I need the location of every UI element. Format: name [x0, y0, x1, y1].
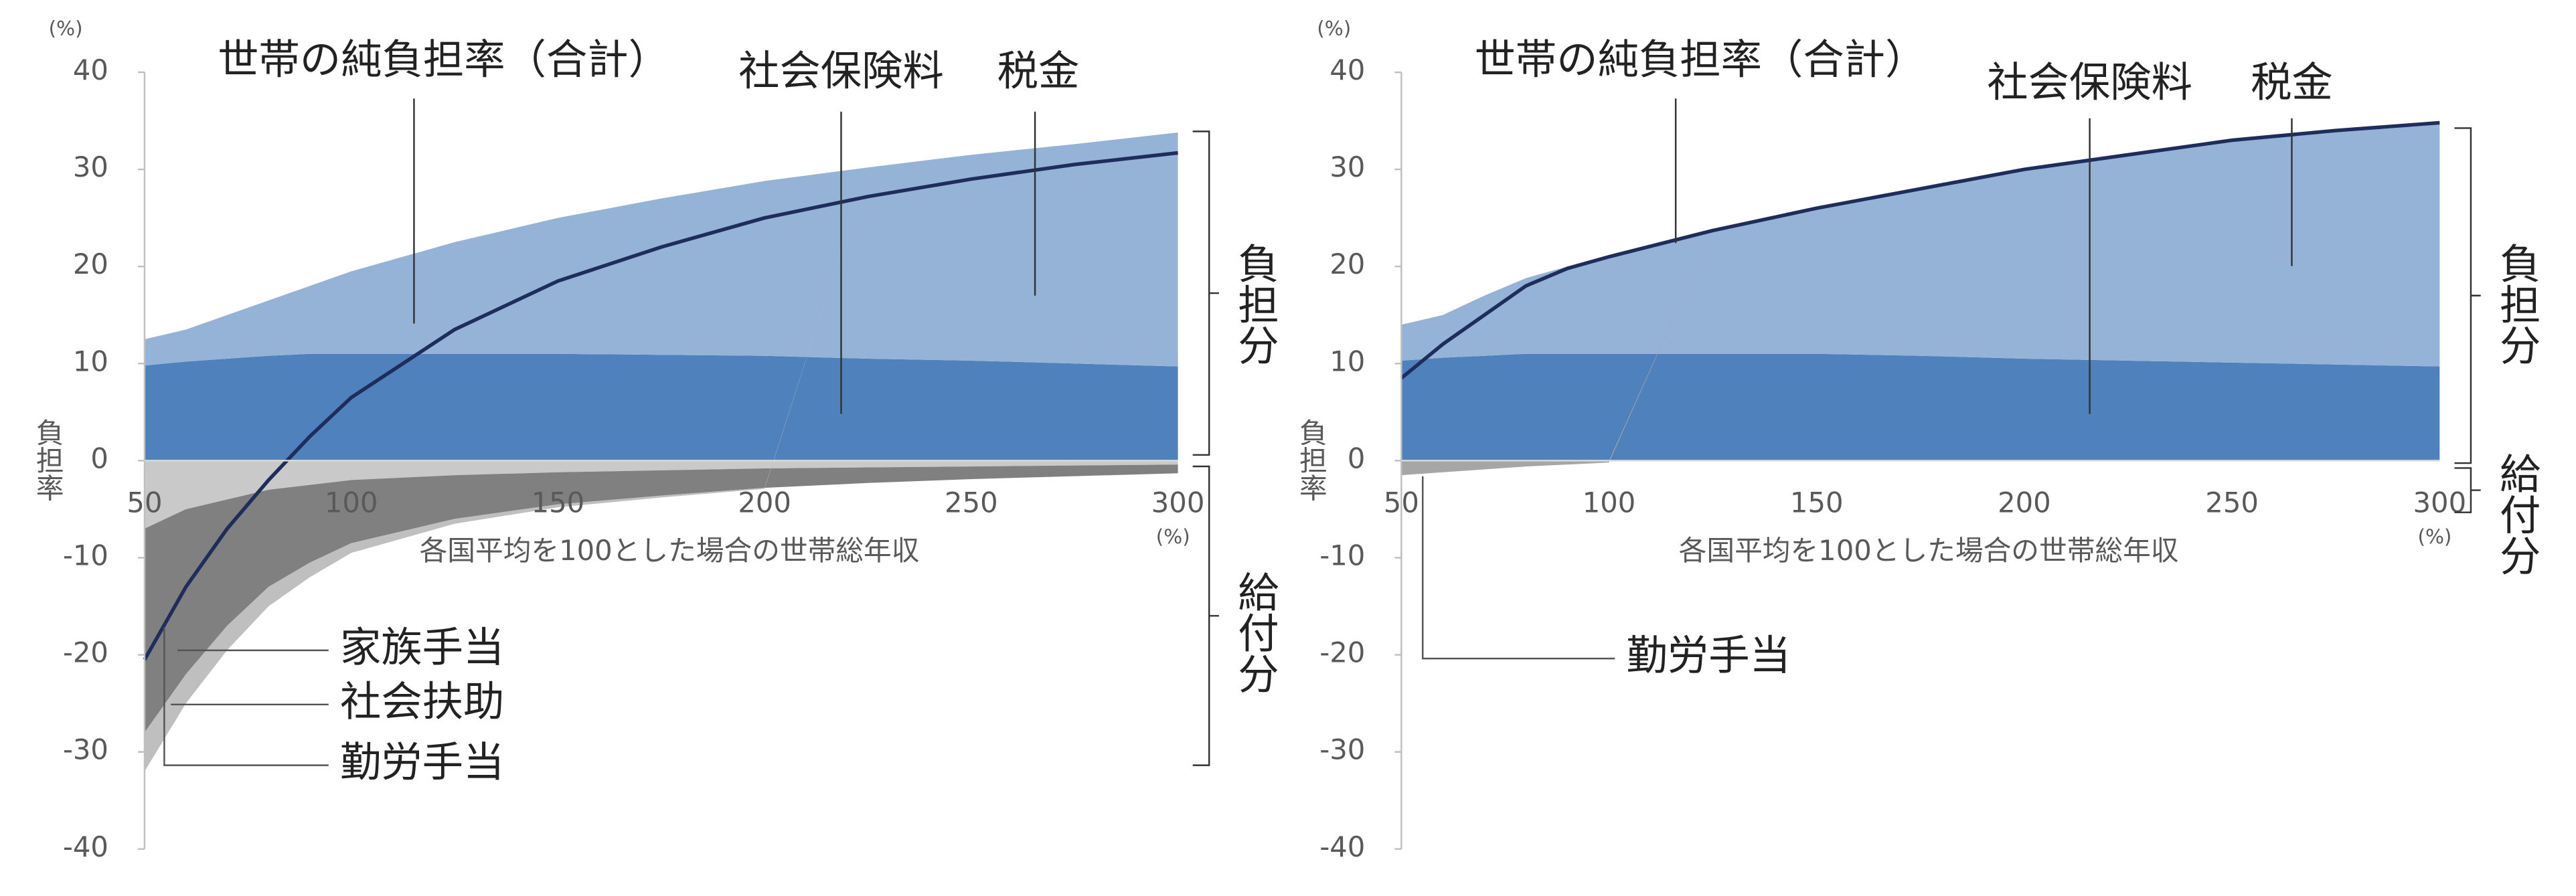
net-line — [143, 151, 1178, 661]
y-tick-label: 10 — [1330, 345, 1365, 377]
x-tick-label: 150 — [1790, 486, 1844, 519]
y-tick-label: -10 — [1319, 539, 1365, 571]
bracket — [2454, 127, 2481, 464]
bracket — [1192, 130, 1219, 456]
annotation: 社会扶助 — [340, 678, 504, 725]
bracket-label: 負担分 — [2492, 242, 2540, 365]
x-tick-label: 200 — [738, 486, 791, 519]
y-tick-label: 20 — [73, 248, 108, 280]
annotation: 家族手当 — [340, 624, 504, 671]
y-unit: (%) — [1317, 17, 1351, 40]
x-tick-label: 150 — [532, 486, 585, 519]
area — [144, 132, 1178, 367]
x-unit: (%) — [2417, 525, 2451, 548]
x-axis-title: 各国平均を100とした場合の世帯総年収 — [1679, 534, 2179, 567]
annotation: 勤労手当 — [1627, 632, 1791, 680]
x-tick-label: 50 — [1384, 486, 1419, 519]
y-tick-label: 40 — [73, 54, 108, 86]
y-tick-label: -30 — [1319, 733, 1365, 766]
annotation: 世帯の純負担率（合計） — [1475, 36, 1927, 84]
area — [144, 460, 1178, 529]
x-tick-label: 300 — [1151, 486, 1205, 519]
y-tick-label: -10 — [63, 539, 108, 571]
area — [1401, 122, 2440, 367]
annotation: 社会保険料 — [1987, 59, 2192, 106]
y-tick-label: 10 — [73, 345, 108, 377]
net-line — [1400, 120, 2440, 380]
y-tick-label: 0 — [1348, 442, 1366, 474]
bracket-label: 負担分 — [1230, 242, 1278, 365]
x-unit: (%) — [1156, 525, 1190, 548]
area — [144, 353, 1178, 461]
bracket — [2454, 467, 2481, 513]
annotation: 税金 — [997, 48, 1080, 95]
bracket — [1192, 465, 1219, 766]
y-axis-title: 負担率 — [32, 418, 65, 502]
x-axis-title: 各国平均を100とした場合の世帯総年収 — [420, 534, 920, 567]
y-tick-label: 30 — [73, 151, 108, 183]
x-tick-label: 300 — [2413, 486, 2467, 519]
y-tick-label: 0 — [90, 442, 108, 474]
annotation: 税金 — [2251, 59, 2333, 106]
annotation: 勤労手当 — [340, 739, 504, 786]
annotation: 世帯の純負担率（合計） — [218, 36, 669, 84]
y-tick-label: -30 — [63, 733, 108, 766]
x-tick-label: 100 — [1583, 486, 1636, 519]
bracket-label: 給付分 — [2492, 452, 2540, 575]
y-tick-label: -20 — [1319, 636, 1365, 669]
y-tick-label: -40 — [63, 830, 108, 863]
x-tick-label: 50 — [127, 486, 162, 519]
annotation: 社会保険料 — [738, 48, 944, 95]
y-axis-title: 負担率 — [1295, 418, 1328, 502]
x-tick-label: 100 — [325, 486, 378, 519]
area — [1401, 353, 2440, 461]
x-tick-label: 200 — [1998, 486, 2051, 519]
area — [144, 464, 1178, 733]
y-tick-label: -40 — [1319, 830, 1365, 863]
y-tick-label: 40 — [1330, 54, 1365, 86]
leader — [163, 627, 329, 766]
y-tick-label: -20 — [63, 636, 108, 669]
y-tick-label: 30 — [1330, 151, 1365, 183]
y-unit: (%) — [49, 17, 83, 40]
x-tick-label: 250 — [945, 486, 998, 519]
leader — [1422, 476, 1615, 660]
x-tick-label: 250 — [2205, 486, 2259, 519]
y-tick-label: 20 — [1330, 248, 1365, 280]
bracket-label: 給付分 — [1230, 571, 1278, 694]
